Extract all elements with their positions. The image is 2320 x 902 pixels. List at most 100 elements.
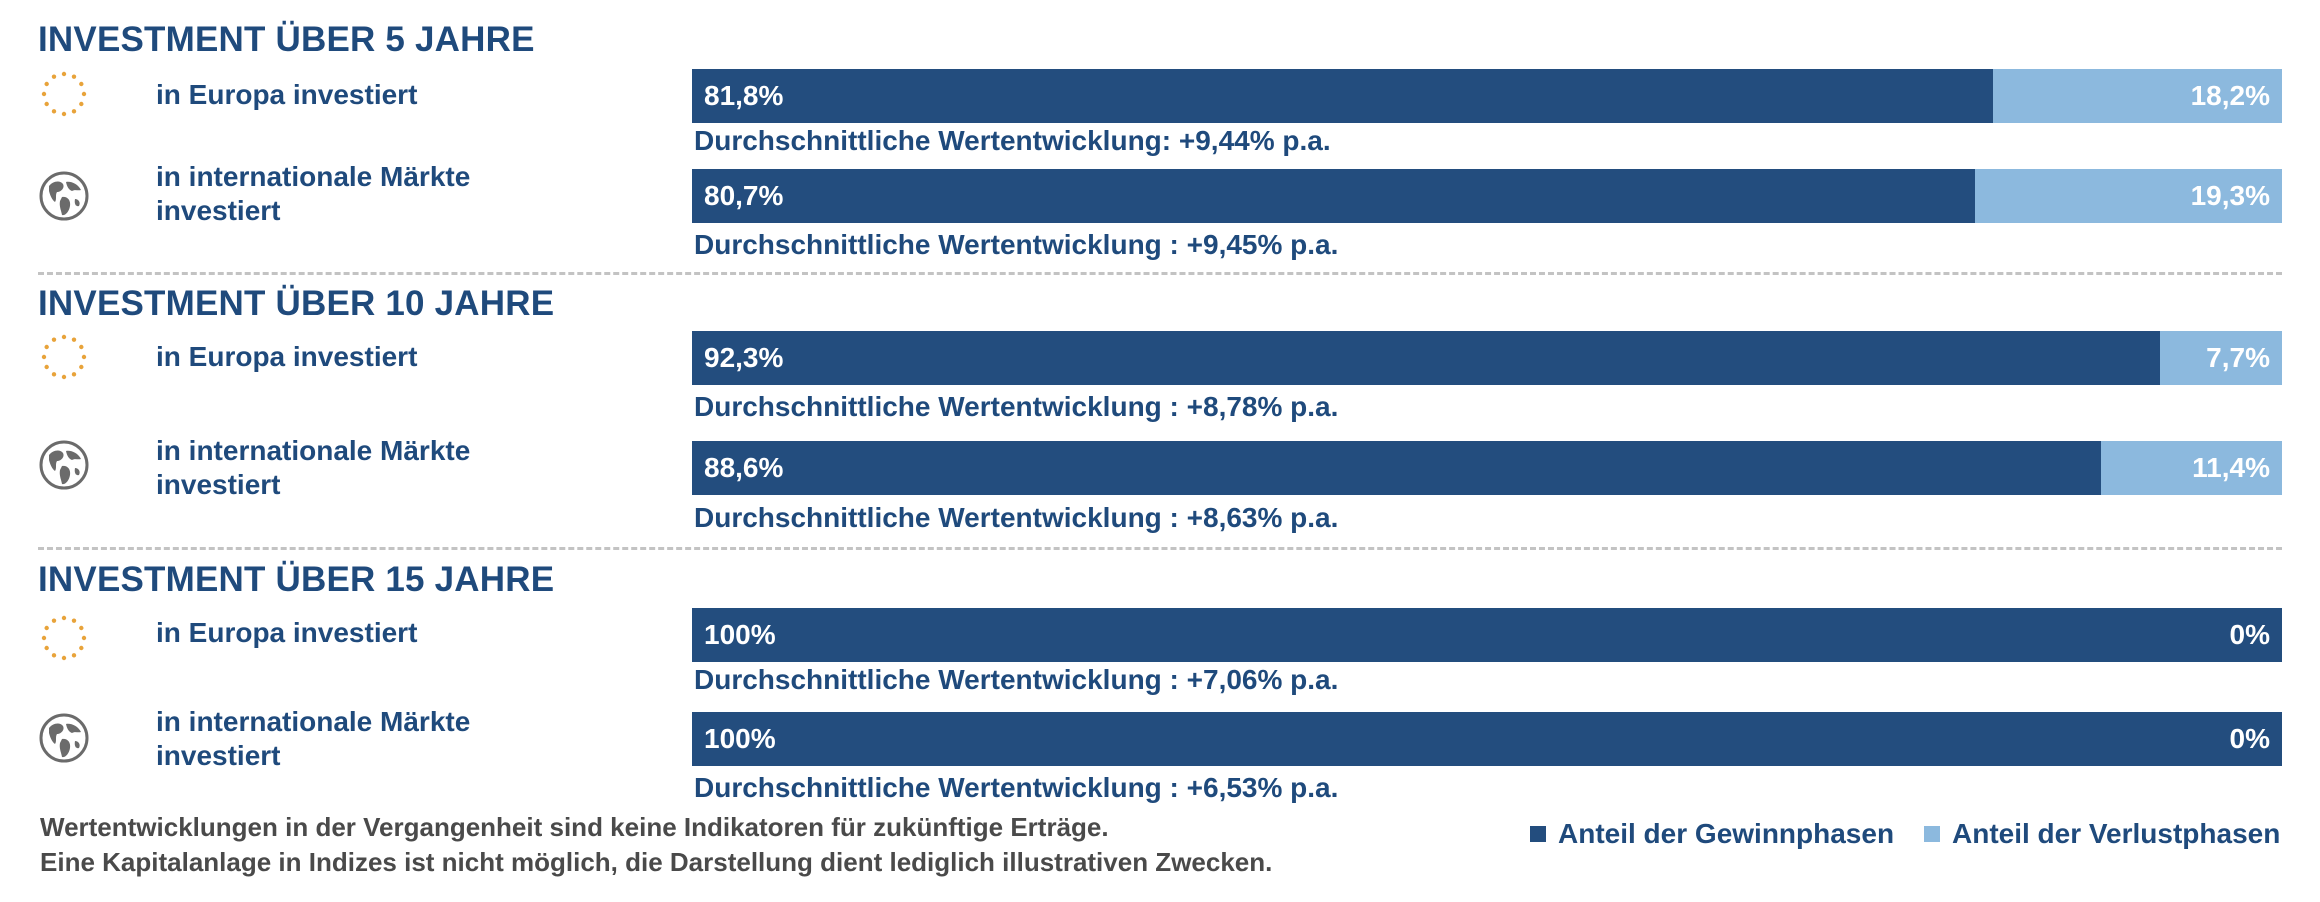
europe-star: [79, 81, 84, 87]
loss-value-label: 7,7%: [2206, 342, 2270, 373]
continent-shape: [59, 196, 71, 216]
europe-star: [81, 91, 87, 97]
loss-value-label: 18,2%: [2190, 80, 2270, 111]
loss-segment: 19,3%: [1975, 169, 2282, 223]
loss-value-label: 0%: [2229, 723, 2270, 754]
europe-star: [44, 625, 49, 631]
row-label: in internationale Märkte investiert: [156, 706, 471, 771]
europe-star: [81, 635, 87, 641]
legend: Anteil der Gewinnphasen Anteil der Verlu…: [1530, 818, 2282, 858]
europe-star: [44, 81, 49, 87]
gain-segment: 100%: [692, 608, 2282, 662]
footnote-disclaimer-2: Eine Kapitalanlage in Indizes ist nicht …: [40, 847, 1273, 877]
average-performance: Durchschnittliche Wertentwicklung : +6,5…: [694, 772, 1339, 803]
row-label: in Europa investiert: [156, 617, 418, 648]
gain-segment: 100%: [692, 712, 2282, 766]
average-performance: Durchschnittliche Wertentwicklung : +9,4…: [694, 229, 1339, 260]
europe-star: [41, 91, 47, 97]
loss-segment: 7,7%: [2159, 331, 2282, 385]
europe-star: [51, 74, 57, 79]
globe-icon: [38, 712, 90, 764]
row-label: in internationale Märkte investiert: [156, 435, 471, 500]
europe-star: [41, 354, 47, 360]
continent-shape: [49, 723, 64, 744]
continent-shape: [59, 465, 71, 485]
europe-star: [51, 109, 57, 114]
stacked-bar: 80,7% 19,3%: [692, 169, 2282, 223]
europe-star: [44, 101, 49, 107]
europe-star: [79, 645, 84, 651]
continent-shape: [49, 181, 64, 202]
europe-star: [79, 364, 84, 370]
loss-segment: 11,4%: [2100, 441, 2282, 495]
globe-icon: [38, 170, 90, 222]
europe-star: [71, 109, 77, 114]
gain-value-label: 100%: [704, 723, 776, 754]
europe-star: [61, 655, 67, 661]
loss-value-label: 0%: [2229, 619, 2270, 650]
continent-shape: [74, 468, 80, 476]
legend-label: Anteil der Verlustphasen: [1952, 818, 2281, 849]
europe-star: [44, 645, 49, 651]
stacked-bar: 81,8% 18,2%: [692, 69, 2282, 123]
europe-star: [71, 372, 77, 377]
europe-stars-icon: [38, 612, 90, 664]
gain-segment: 81,8%: [692, 69, 1993, 123]
europe-star: [51, 618, 57, 623]
stacked-bar: 88,6% 11,4%: [692, 441, 2282, 495]
footnote-disclaimer-1: Wertentwicklungen in der Vergangenheit s…: [40, 812, 1109, 842]
row-label: in Europa investiert: [156, 79, 418, 110]
legend-item-loss: Anteil der Verlustphasen: [1924, 818, 2280, 850]
europe-star: [51, 653, 57, 658]
gain-segment: 80,7%: [692, 169, 1976, 223]
average-performance: Durchschnittliche Wertentwicklung : +7,0…: [694, 664, 1339, 695]
europe-star: [79, 101, 84, 107]
europe-star: [44, 364, 49, 370]
europe-star: [61, 111, 67, 117]
section-title: INVESTMENT ÜBER 10 JAHRE: [38, 284, 555, 323]
europe-star: [44, 344, 49, 350]
legend-item-gain: Anteil der Gewinnphasen: [1530, 818, 1894, 850]
europe-star: [61, 374, 67, 380]
loss-value-label: 11,4%: [2192, 452, 2270, 483]
gain-value-label: 92,3%: [704, 342, 784, 373]
gain-segment: 88,6%: [692, 441, 2101, 495]
loss-value-label: 19,3%: [2190, 180, 2270, 211]
average-performance: Durchschnittliche Wertentwicklung : +8,6…: [694, 502, 1339, 533]
continent-shape: [59, 738, 71, 758]
loss-segment: 18,2%: [1992, 69, 2282, 123]
continent-shape: [74, 741, 80, 749]
europe-star: [81, 354, 87, 360]
gain-value-label: 81,8%: [704, 80, 784, 111]
section-divider: [38, 272, 2282, 275]
gain-swatch: [1530, 826, 1546, 842]
continent-shape: [66, 450, 81, 460]
continent-shape: [66, 723, 81, 733]
section-title: INVESTMENT ÜBER 5 JAHRE: [38, 20, 535, 59]
gain-value-label: 80,7%: [704, 180, 784, 211]
europe-star: [71, 653, 77, 658]
section-title: INVESTMENT ÜBER 15 JAHRE: [38, 560, 555, 599]
continent-shape: [66, 181, 81, 191]
europe-star: [61, 615, 67, 621]
average-performance: Durchschnittliche Wertentwicklung : +8,7…: [694, 391, 1339, 422]
continent-shape: [74, 199, 80, 207]
europe-star: [51, 372, 57, 377]
globe-icon: [38, 439, 90, 491]
europe-stars-icon: [38, 68, 90, 120]
europe-star: [79, 344, 84, 350]
gain-segment: 92,3%: [692, 331, 2160, 385]
section-divider: [38, 547, 2282, 550]
stacked-bar: 100% 0%: [692, 712, 2282, 766]
europe-star: [41, 635, 47, 641]
europe-star: [79, 625, 84, 631]
continent-shape: [49, 450, 64, 471]
europe-star: [71, 74, 77, 79]
gain-value-label: 88,6%: [704, 452, 784, 483]
europe-stars-icon: [38, 331, 90, 383]
loss-swatch: [1924, 826, 1940, 842]
legend-label: Anteil der Gewinnphasen: [1558, 818, 1895, 849]
europe-star: [71, 618, 77, 623]
row-label: in Europa investiert: [156, 341, 418, 372]
europe-star: [51, 337, 57, 342]
